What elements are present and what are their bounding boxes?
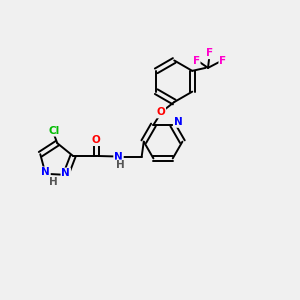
Text: H: H [50, 177, 58, 187]
Text: O: O [157, 107, 165, 118]
Text: N: N [61, 168, 70, 178]
Text: Cl: Cl [48, 126, 59, 136]
Text: F: F [193, 56, 200, 66]
Text: N: N [114, 152, 123, 161]
Text: F: F [219, 56, 226, 66]
Text: N: N [41, 167, 50, 177]
Text: H: H [116, 160, 124, 170]
Text: N: N [174, 117, 182, 127]
Text: F: F [206, 48, 213, 58]
Text: O: O [92, 135, 100, 145]
